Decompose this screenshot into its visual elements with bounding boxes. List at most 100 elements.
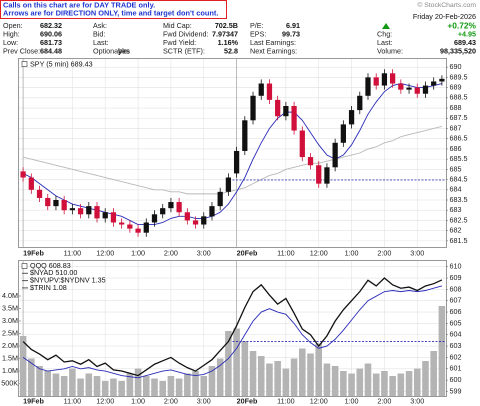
volume-bar	[175, 378, 183, 396]
volume-bar	[331, 366, 339, 396]
candle-body	[168, 202, 174, 209]
candle-body	[373, 77, 379, 86]
notice-box	[0, 0, 227, 19]
candle-body	[119, 222, 125, 225]
volume-bar	[126, 373, 134, 396]
candle-body	[233, 150, 240, 174]
candle-body	[242, 120, 248, 151]
candle-body	[307, 157, 314, 166]
y-tick-label: 686.5	[450, 134, 468, 143]
volume-bar	[290, 358, 298, 396]
candle-body	[135, 228, 141, 233]
candle-body	[283, 106, 289, 117]
candle-body	[160, 208, 166, 215]
volume-bar	[225, 331, 232, 396]
volume-bar	[356, 368, 364, 396]
y-tick-label: 687	[450, 123, 462, 132]
quote-value: 681.73	[40, 38, 62, 47]
quote-value: 98,335,520	[440, 46, 476, 55]
candle-body	[332, 142, 338, 168]
volume-bar	[69, 368, 76, 396]
quote-value: +4.95	[458, 29, 476, 38]
y-tick-label: 604	[450, 330, 462, 339]
volume-bar	[430, 351, 437, 396]
legend-label: $NYAD 510.00	[30, 268, 77, 277]
quote-label: Bid:	[93, 29, 105, 38]
x-tick-label: 11:00	[277, 248, 294, 257]
candle-body	[422, 85, 429, 94]
y-tick-label: 688.5	[450, 93, 468, 102]
quote-label: Optionable:	[93, 46, 130, 55]
volume-bar	[44, 371, 52, 396]
candle-body	[275, 99, 281, 117]
candle-body	[439, 78, 445, 82]
x-tick-label: 1:00	[131, 396, 145, 405]
volume-bar	[405, 371, 413, 396]
y-tick-label: 684	[450, 185, 462, 194]
series-line	[22, 277, 443, 377]
y-tick-label: 684.5	[450, 174, 468, 183]
x-tick-label: 20Feb	[237, 396, 258, 405]
candle-body	[151, 214, 158, 223]
candle-body	[316, 165, 322, 184]
y2-tick-label: 2.5M	[2, 328, 18, 337]
volume-bar	[315, 343, 323, 396]
y-tick-label: 610	[450, 262, 462, 271]
copyright: © StockCharts.com	[417, 1, 476, 9]
candle-body	[20, 171, 26, 178]
x-tick-label: 1:00	[131, 248, 145, 257]
x-tick-label: 20Feb	[237, 248, 258, 257]
candle-body	[77, 208, 84, 215]
y-tick-label: 689	[450, 83, 462, 92]
y-tick-label: 682.5	[450, 215, 468, 224]
quote-label: Chg:	[377, 29, 392, 38]
quote-label: P/E:	[250, 21, 264, 30]
y-tick-label: 688	[450, 103, 462, 112]
x-tick-label: 2:00	[377, 396, 391, 405]
volume-bar	[151, 378, 158, 396]
notice-line: Calls on this chart are for DAY TRADE on…	[3, 0, 155, 9]
volume-bar	[110, 378, 117, 396]
x-tick-label: 3:00	[410, 248, 424, 257]
quote-value: 6.91	[286, 21, 300, 30]
candle-body	[176, 202, 182, 213]
candle-body	[45, 197, 51, 207]
x-tick-label: 3:00	[197, 248, 211, 257]
volume-bar	[299, 348, 306, 396]
candle-body	[53, 200, 59, 207]
quote-value: yes	[118, 46, 130, 55]
quote-value: 7.97347	[212, 29, 238, 38]
quote-label: SCTR (ETF):	[163, 46, 205, 55]
quote-label: Prev Close:	[3, 46, 40, 55]
y-tick-label: 600	[450, 375, 462, 384]
volume-bar	[85, 373, 93, 396]
y-tick-label: 685	[450, 164, 462, 173]
legend-icon	[21, 263, 28, 269]
candle-body	[398, 83, 404, 90]
quote-label: Mid Cap:	[163, 21, 192, 30]
quote-label: Low:	[3, 38, 18, 47]
candle-body	[143, 222, 149, 233]
candle-body	[291, 106, 297, 131]
volume-bar	[323, 363, 331, 396]
quote-value: 99.73	[282, 29, 300, 38]
volume-bar	[19, 336, 27, 396]
volume-bar	[208, 366, 216, 396]
volume-bar	[36, 366, 43, 396]
volume-bar	[438, 306, 446, 396]
volume-bar	[257, 356, 265, 396]
legend-label: $TRIN 1.08	[30, 283, 67, 292]
y2-tick-label: 1.5M	[2, 353, 18, 362]
x-tick-label: 2:00	[164, 248, 178, 257]
series-line	[22, 285, 443, 379]
volume-bar	[118, 381, 125, 396]
breadth-chart: 599 600 601 602 603 604 605 606 607 608 609 610 19Fe…	[1, 261, 461, 406]
volume-bar	[372, 373, 380, 396]
y-tick-label: 683	[450, 205, 462, 214]
candle-body	[225, 177, 232, 192]
volume-bar	[93, 376, 101, 396]
candle-body	[192, 220, 199, 225]
candle-body	[61, 200, 67, 211]
y-tick-label: 603	[450, 341, 462, 350]
